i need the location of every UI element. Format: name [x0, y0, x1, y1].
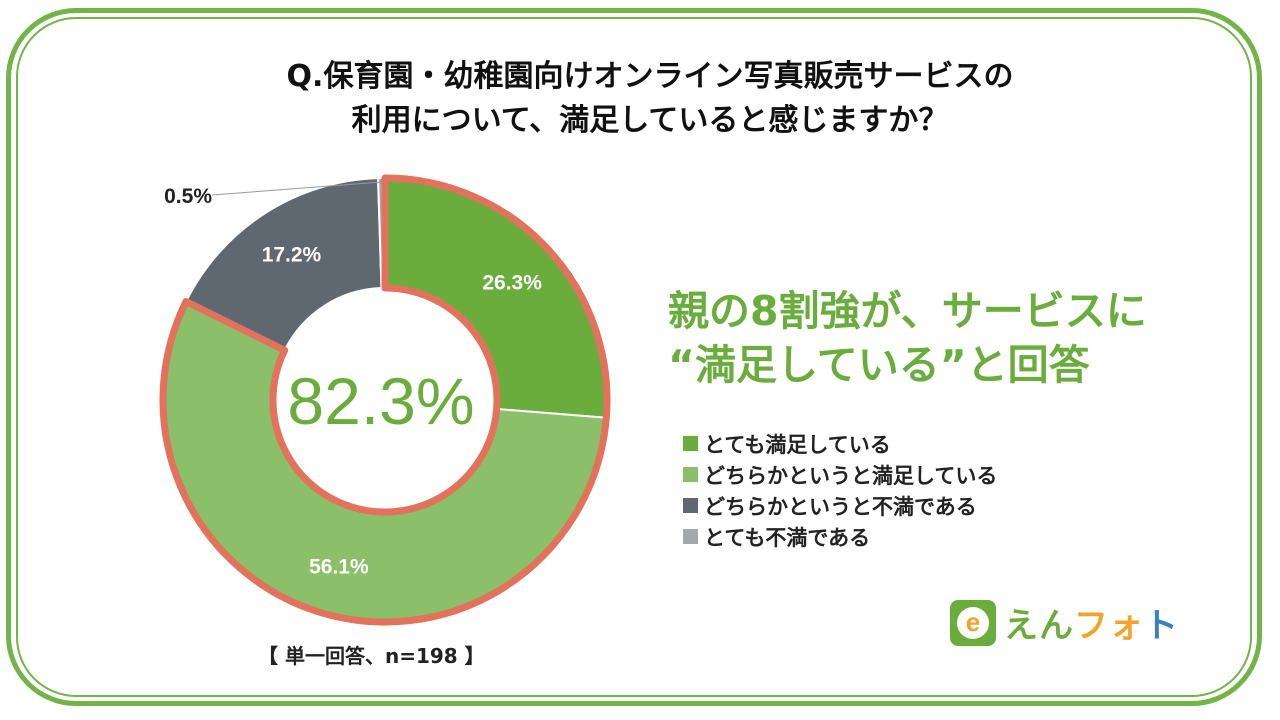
- logo-text: えんフォト: [1004, 598, 1179, 647]
- title-line-2: 利用について、満足していると感じますか？: [351, 103, 949, 138]
- slice-label-4: 0.5%: [164, 185, 212, 208]
- legend-item-2: どちらかというと満足している: [683, 459, 997, 490]
- logo-e-icon: e: [957, 606, 989, 639]
- legend-label: どちらかというと不満である: [704, 494, 977, 519]
- legend-item-1: とても満足している: [683, 428, 997, 459]
- slice-label-1: 26.3%: [482, 272, 542, 295]
- legend-label: とても不満である: [704, 525, 871, 550]
- logo-text-part-3: ト: [1144, 606, 1179, 646]
- slice-label-2: 56.1%: [309, 556, 369, 579]
- chart-legend: とても満足しているどちらかというと満足している どちらかというと不満である とても不…: [683, 428, 997, 552]
- legend-item-3: どちらかというと不満である: [683, 490, 997, 521]
- legend-swatch: [683, 467, 698, 482]
- inner-frame: [16, 17, 1252, 697]
- slice-label-3: 17.2%: [262, 243, 322, 266]
- donut-slice-3: [184, 177, 383, 352]
- legend-item-4: とても不満である: [683, 521, 997, 552]
- headline: 親の8割強が、サービスに “満足している”と回答: [668, 284, 1248, 392]
- donut-chart: 26.3% 56.1% 17.2% 0.5% 82.3%: [159, 174, 611, 626]
- headline-line-2: “満足している”と回答: [668, 341, 1090, 389]
- svg-text:e: e: [966, 607, 980, 637]
- chart-title: Q.保育園・幼稚園向けオンライン写真販売サービスの 利用について、満足していると…: [160, 55, 1140, 143]
- highlight-outline: [159, 174, 611, 626]
- logo-icon: e: [950, 599, 996, 646]
- leader-line: [211, 181, 382, 196]
- center-value: 82.3%: [287, 364, 474, 438]
- headline-line-1: 親の8割強が、サービスに: [668, 287, 1147, 335]
- legend-swatch: [683, 498, 698, 513]
- legend-swatch: [683, 436, 698, 451]
- legend-label: どちらかというと満足している: [704, 463, 998, 488]
- title-line-1: Q.保育園・幼稚園向けオンライン写真販売サービスの: [286, 59, 1014, 94]
- enphoto-logo: e えんフォト: [950, 598, 1179, 647]
- logo-text-part-1: えん: [1004, 606, 1074, 646]
- sample-note: 【 単一回答、n=198 】: [258, 644, 485, 668]
- outer-frame: [6, 8, 1262, 706]
- legend-label: とても満足している: [704, 432, 891, 457]
- logo-text-part-2: フォ: [1074, 606, 1144, 646]
- legend-swatch: [683, 529, 698, 544]
